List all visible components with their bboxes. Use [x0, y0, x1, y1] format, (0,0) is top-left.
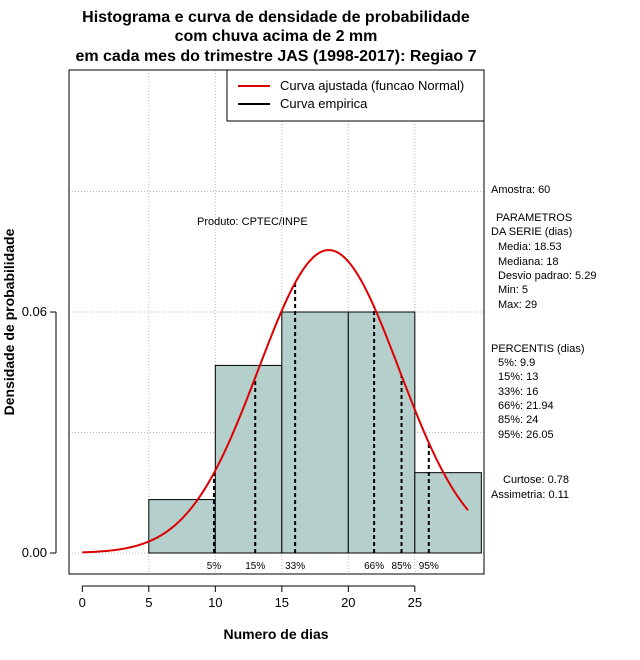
legend: Curva ajustada (funcao Normal) Curva emp…	[226, 69, 485, 122]
perc-66: 66%: 21.94	[498, 400, 554, 412]
x-tick-label: 0	[79, 595, 86, 610]
percentile-label: 5%	[207, 561, 222, 572]
chart-title-line-2: com chuva acima de 2 mm	[175, 28, 378, 45]
x-axis-label: Numero de dias	[223, 626, 328, 642]
x-tick-label: 25	[408, 595, 422, 610]
percentile-label: 95%	[419, 561, 439, 572]
param-min: Min: 5	[498, 284, 528, 296]
percentile-lines: 5% 15% 33% 66% 85% 95%	[207, 282, 439, 572]
histogram-bars	[148, 311, 482, 554]
percentile-label: 66%	[364, 561, 384, 572]
param-media: Media: 18.53	[498, 241, 562, 253]
params-title-2: DA SERIE (dias)	[491, 226, 572, 238]
param-max: Max: 29	[498, 299, 537, 311]
legend-label-fit: Curva ajustada (funcao Normal)	[280, 78, 464, 93]
histogram-bar-4	[347, 311, 416, 554]
perc-95: 95%: 26.05	[498, 429, 554, 441]
sample-size: Amostra: 60	[491, 184, 550, 196]
perc-33: 33%: 16	[498, 386, 538, 398]
percentile-label: 15%	[245, 561, 265, 572]
chart-title-line-3: em cada mes do trimestre JAS (1998-2017)…	[75, 48, 476, 65]
params-title-1: PARAMETROS	[496, 212, 572, 224]
x-tick-label: 20	[341, 595, 355, 610]
param-desvio: Desvio padrao: 5.29	[498, 270, 596, 282]
histogram-bar-5	[414, 472, 482, 554]
assimetria: Assimetria: 0.11	[491, 489, 569, 501]
legend-box	[226, 69, 485, 122]
perc-5: 5%: 9.9	[498, 357, 535, 369]
curtose: Curtose: 0.78	[503, 474, 569, 486]
x-tick-label: 15	[275, 595, 289, 610]
fit-curve-layer	[82, 249, 469, 554]
percentile-label: 33%	[285, 561, 305, 572]
fit-curve	[82, 249, 469, 554]
perc-15: 15%: 13	[498, 371, 538, 383]
y-axis-label: Densidade de probabilidade	[1, 228, 17, 415]
y-tick-label: 0.06	[22, 304, 47, 319]
legend-label-empirical: Curva empirica	[280, 96, 368, 111]
x-tick-label: 10	[208, 595, 222, 610]
x-tick-label: 5	[145, 595, 152, 610]
percentis-title: PERCENTIS (dias)	[491, 343, 585, 355]
stats-panel: Amostra: 60 PARAMETROS DA SERIE (dias) M…	[491, 184, 596, 501]
y-tick-label: 0.00	[22, 545, 47, 560]
perc-85: 85%: 24	[498, 414, 538, 426]
percentile-label: 85%	[392, 561, 412, 572]
produto-label: Produto: CPTEC/INPE	[197, 216, 308, 228]
param-mediana: Mediana: 18	[498, 256, 559, 268]
histogram-bar-3	[281, 311, 349, 554]
chart-title: Histograma e curva de densidade de proba…	[75, 9, 476, 65]
histogram-bar-1	[148, 499, 216, 554]
chart-title-line-1: Histograma e curva de densidade de proba…	[82, 9, 470, 26]
axes: 0 5 10 15 20 25 0.00 0.06	[22, 304, 422, 610]
